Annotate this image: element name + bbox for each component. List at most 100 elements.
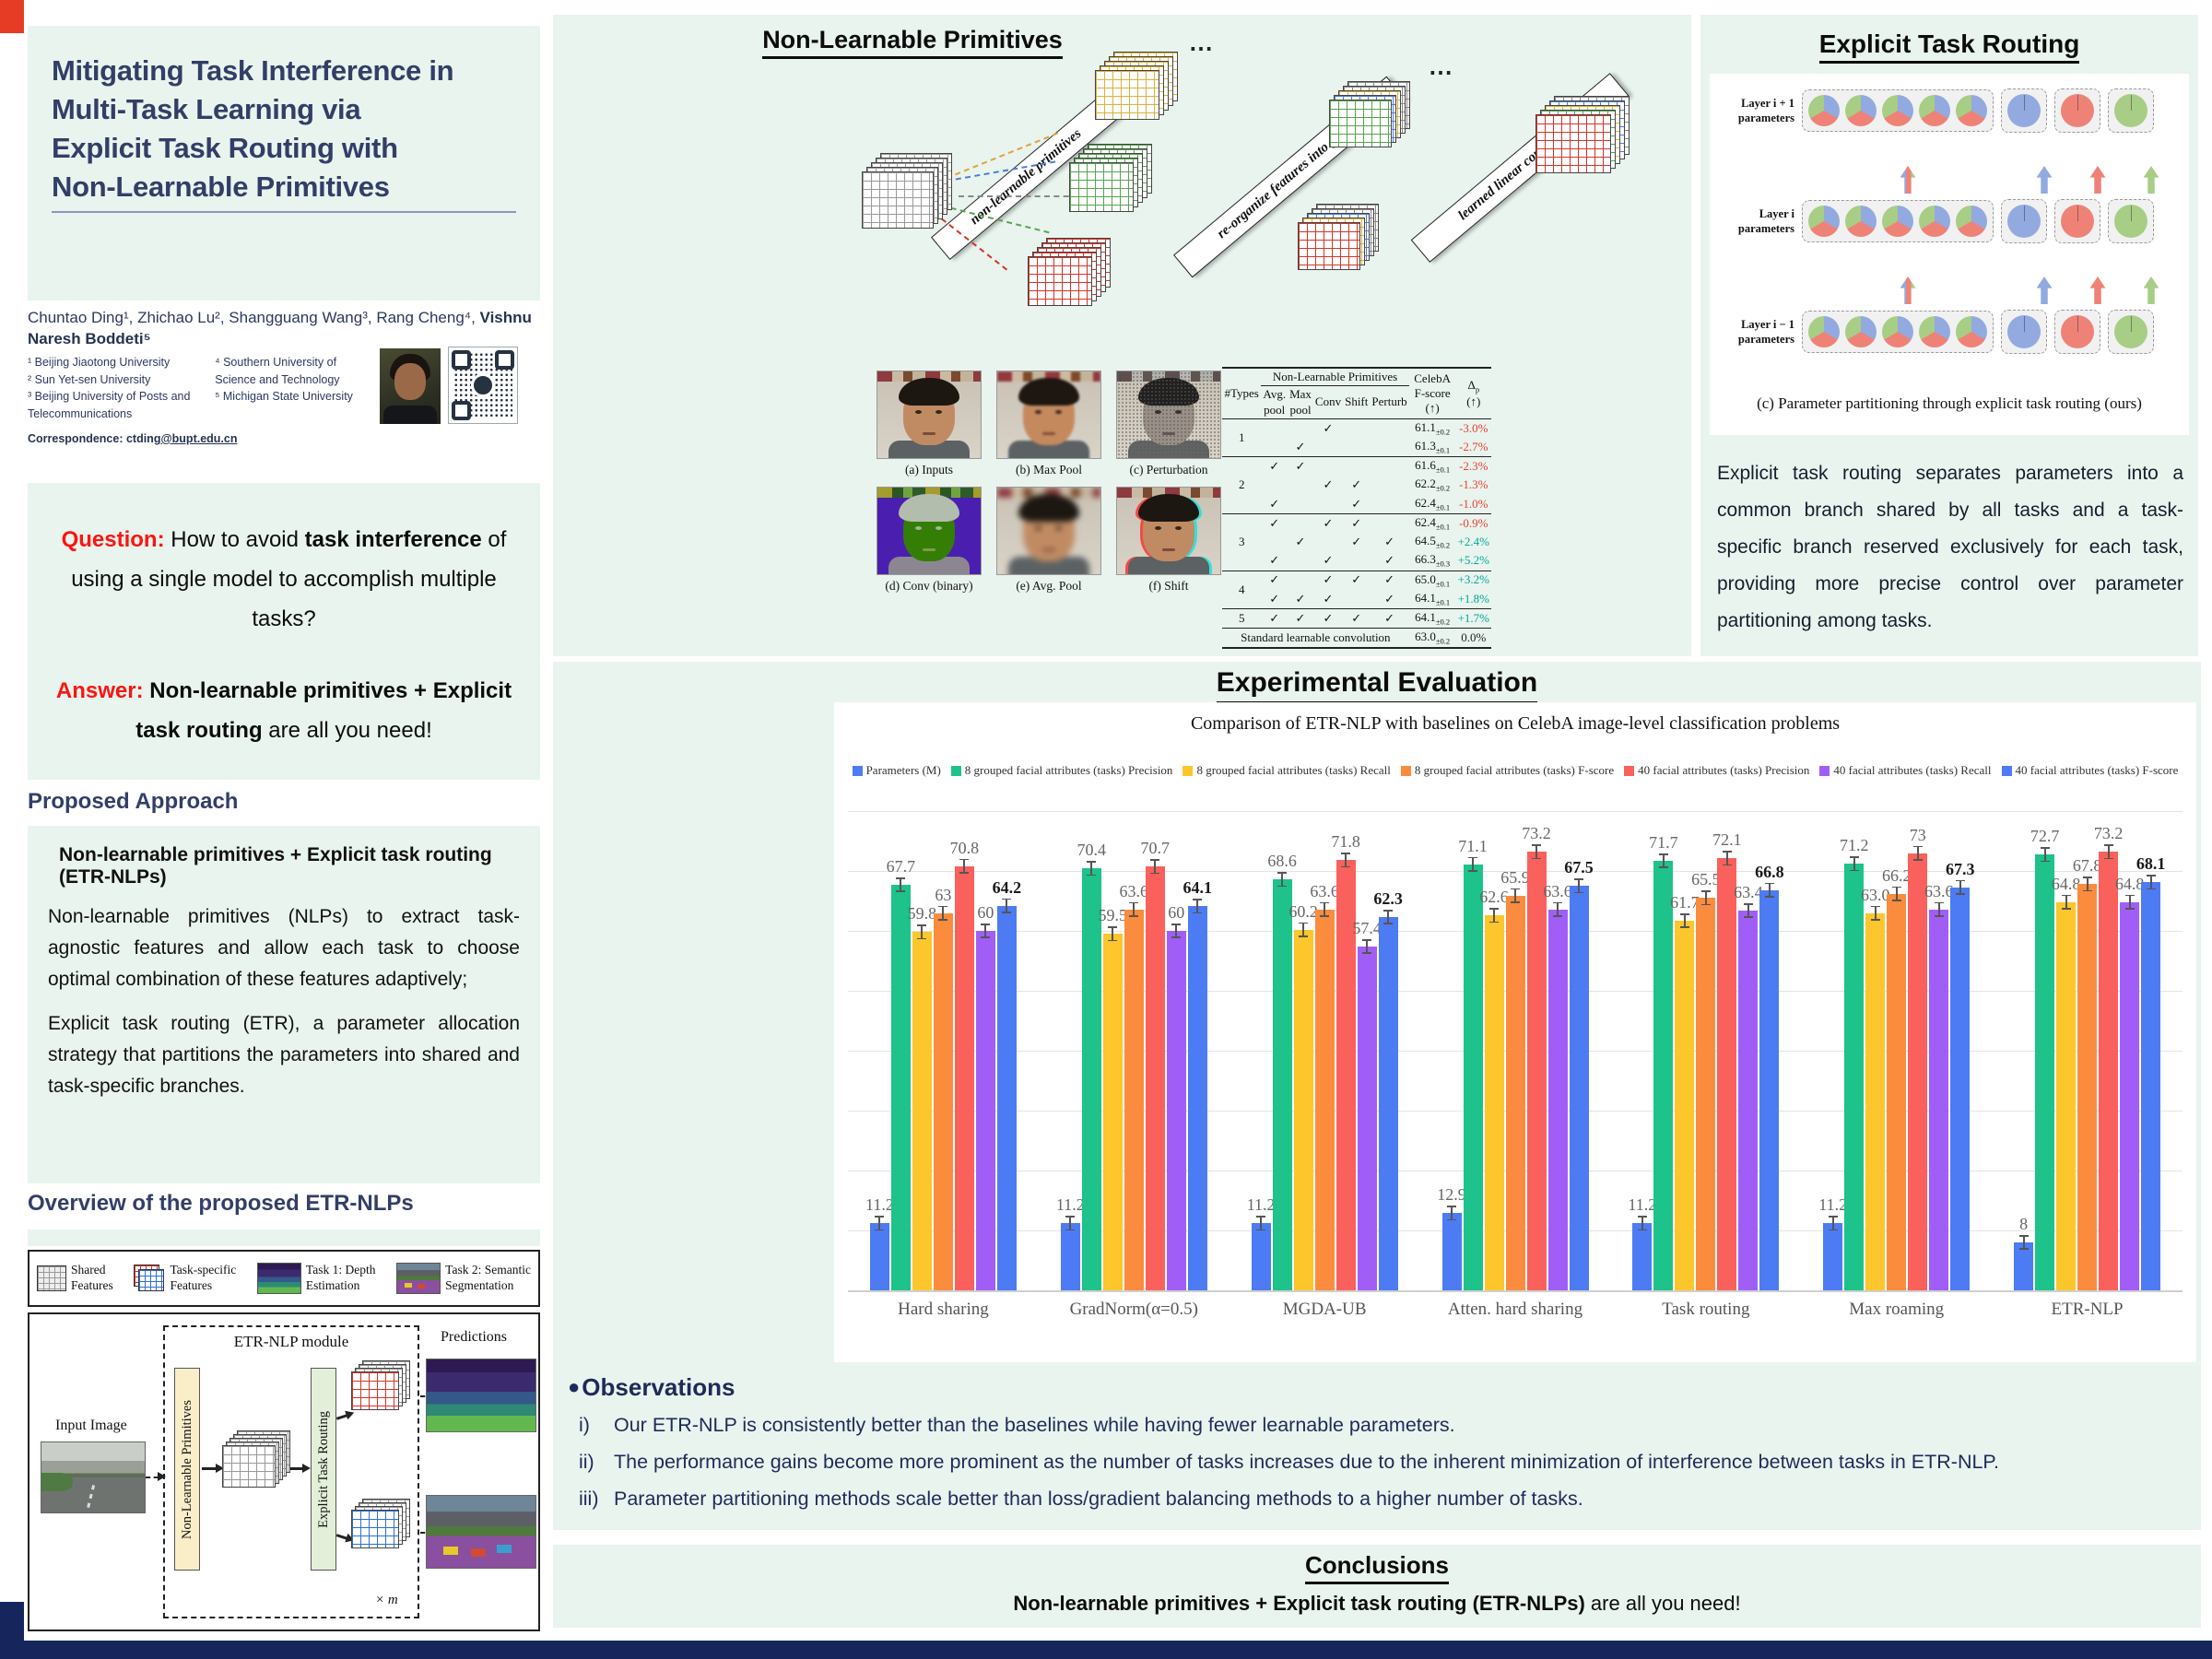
task-pie-icon [2007,205,2041,238]
bar-value-label: 63.6 [1119,881,1149,900]
error-bar [1065,1216,1076,1231]
bar: 67.8 [2073,856,2101,1290]
error-bar [2103,844,2113,860]
affiliations: ¹ Beijing Jiaotong University ² Sun Yet-s… [28,354,389,423]
task-pie-icon [2114,94,2147,127]
bar: 71.7 [1649,833,1678,1290]
shared-pie-icon [1882,95,1913,126]
overview-legend: Shared Features Task-specific Features Task … [28,1250,540,1307]
depth-icon [256,1263,301,1294]
bar-value-label: 65.9 [1500,867,1530,887]
overview-heading: Overview of the proposed ETR-NLPs [28,1191,414,1216]
bottom-bar [0,1641,2212,1659]
shared-pie-icon [1882,316,1913,347]
legend-item: 8 grouped facial attributes (tasks) Prec… [950,763,1172,778]
affiliation: ¹ Beijing Jiaotong University [28,355,171,369]
bar: 67.7 [887,857,915,1290]
error-bar [1511,888,1520,903]
nlp-table-group: 4 ✓ ✓ ✓ ✓ 65.0±0.1 +3.2% ✓ ✓ ✓ ✓ 64.1±0.1 +1.8% [1222,571,1491,608]
bar-value-label: 8 [2019,1215,2029,1233]
face-caption: (d) Conv (binary) [885,579,973,593]
bar: 70.8 [950,839,979,1290]
input-image-label: Input Image [55,1418,127,1433]
bar: 68.6 [1267,852,1297,1290]
gridline [848,871,2183,872]
error-bar [1700,890,1711,906]
table-row: 5 ✓ ✓ ✓ ✓ ✓ 64.1±0.2 +1.7% [1238,609,1489,627]
bar: 72.7 [2030,827,2059,1290]
bar: 62.3 [1373,889,1403,1290]
x-axis-label: ETR-NLP [2051,1300,2124,1319]
observation-item: iii) Parameter partitioning methods scale… [579,1488,1583,1511]
error-bar [1955,879,1965,895]
affiliation: ² Sun Yet-sen University [28,372,151,386]
x-axis-label: Atten. hard sharing [1447,1300,1583,1319]
bar-value-label: 67.7 [886,856,916,876]
approach-paragraph-2: Explicit task routing (ETR), a parameter… [48,1013,520,1098]
bar: 63.6 [1543,882,1572,1290]
error-bar [1320,901,1330,917]
table-row: 4 ✓ ✓ ✓ ✓ 65.0±0.1 +3.2% [1238,571,1489,596]
face-image [877,487,982,575]
legend-item: 8 grouped facial attributes (tasks) Reca… [1182,763,1391,778]
bar: 64.8 [2052,875,2080,1290]
bar-value-label: 63.6 [1924,881,1954,900]
shared-pie-icon [1808,316,1840,347]
shared-pie-icon [1808,95,1840,126]
bar: 63.4 [1734,883,1763,1290]
bar: 71.1 [1458,837,1488,1290]
seg-icon [396,1263,441,1294]
approach-panel: Non-learnable primitives + Explicit task… [28,826,540,1183]
bar-value-label: 62.3 [1373,889,1403,909]
overview-legend-label: Task-specific Features [170,1263,237,1292]
legend-swatch-icon [2001,765,2012,776]
authors-block: Chuntao Ding¹, Zhichao Lu², Shangguang W… [28,308,540,481]
task-pie-icon [2061,94,2094,127]
task-pie-icon [2007,94,2041,127]
x-axis-label: Max roaming [1849,1300,1945,1319]
table-row: ✓ 61.3±0.1 -2.7% [1295,438,1488,455]
error-bar [1468,856,1477,872]
email-link[interactable]: @bupt.edu.cn [160,431,238,445]
x-axis-label: Hard sharing [898,1300,989,1319]
face-caption: (e) Avg. Pool [1016,579,1082,593]
overview-strip [28,1230,540,1246]
module-arrow [335,1534,348,1540]
table-row: 2 ✓ ✓ 61.6±0.1 -2.3% [1238,458,1488,492]
face-caption: (c) Perturbation [1129,463,1208,477]
chart-card: Comparison of ETR-NLP with baselines on … [834,702,2196,1362]
bar: 11.2 [1056,1195,1085,1290]
shared-pie-icon [1956,316,1987,347]
error-bar [896,877,906,892]
legend-item: 40 facial attributes (tasks) Precision [1624,763,1809,778]
task2-feature-stack [351,1499,416,1554]
bar-value-label: 67.8 [2072,856,2102,876]
task-up-arrow-icon [2143,166,2159,194]
error-bar [1193,899,1203,914]
x-axis [848,1290,2183,1292]
bar-value-label: 59.8 [907,904,937,924]
face-example-shift: (f) Shift [1115,487,1222,594]
bar: 73 [1908,826,1928,1290]
overview-legend-item: Shared Features [37,1263,113,1294]
bar: 71.8 [1331,832,1360,1290]
x-axis-label: GradNorm(α=0.5) [1069,1300,1198,1319]
bar: 11.2 [865,1195,894,1290]
predictions-label: Predictions [441,1329,507,1345]
observations-heading: ●Observations [568,1373,735,1401]
bar-group-max-roaming: 11.2 71.2 63.0 66.2 73 63.6 67.3 [1818,811,1974,1290]
legend-item: 40 facial attributes (tasks) Recall [1819,763,1992,778]
input-street-image [41,1441,146,1513]
bar-value-label: 63.6 [1543,881,1572,900]
bar-value-label: 62.6 [1479,888,1509,907]
error-bar [1658,853,1668,868]
bar-value-label: 11.2 [1055,1195,1085,1215]
nlp-panel: Non-Learnable Primitives non-learnable p… [553,15,1691,656]
error-bar [1532,844,1541,860]
chart-plot: 11.2 67.7 59.8 63 70.8 60 64.2 Hard sharing 11.2… [848,811,2183,1355]
error-bar [1087,861,1097,877]
task-pie-icon [2061,315,2094,348]
task-up-arrow-icon [2036,276,2053,304]
bar-value-label: 57.4 [1352,918,1382,937]
shared-pie-icon [1919,95,1950,126]
